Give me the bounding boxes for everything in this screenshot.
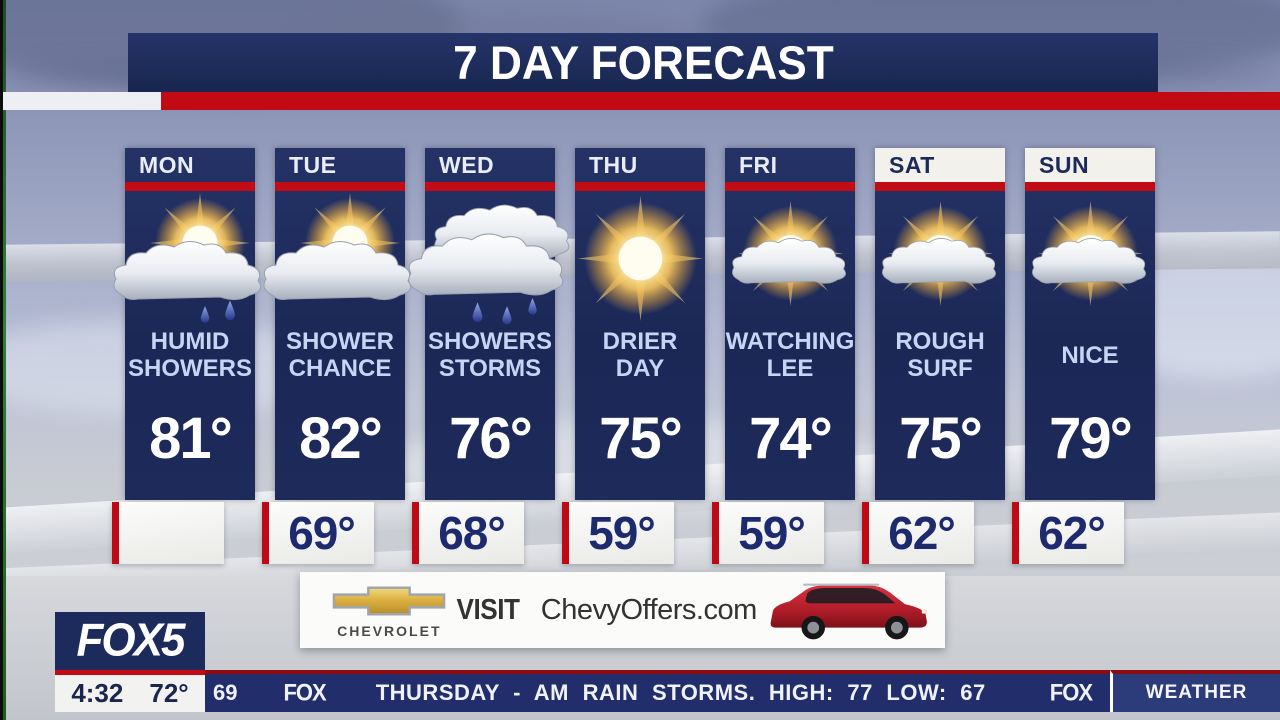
day-header-stripe: [875, 182, 1005, 191]
forecast-column-tue: TUE SHOWER CHANCE 82°: [263, 148, 412, 500]
condition-label: DRIER DAY: [602, 328, 678, 382]
title-underline-white: [3, 92, 161, 110]
high-temp: 82°: [299, 406, 383, 471]
high-temp: 76°: [449, 406, 533, 471]
forecast-column-sat: SAT ROUGH SURF 75°: [875, 148, 1005, 500]
day-header-stripe: [275, 182, 405, 191]
condition-label: ROUGH SURF: [895, 328, 985, 382]
station-logo: FOX5: [55, 612, 205, 670]
day-header: SUN: [1025, 148, 1155, 182]
ticker-section-tab: WEATHER: [1110, 670, 1280, 712]
day-name: WED: [439, 151, 495, 178]
day-name: MON: [139, 151, 195, 178]
sun-cloud-icon: [875, 191, 1005, 313]
low-temp-box: 62°: [862, 502, 974, 564]
time-temp-bug: 4:32 72°: [55, 675, 205, 712]
day-header-stripe: [125, 182, 255, 191]
low-temp-box: [112, 502, 224, 564]
day-header: SAT: [875, 148, 1005, 182]
low-temp-box: 59°: [712, 502, 824, 564]
sponsor-ad-banner: CHEVROLET VISIT ChevyOffers.com: [300, 572, 945, 648]
condition-label: SHOWER CHANCE: [286, 328, 394, 382]
forecast-column-thu: THU DRIER DAY 75°: [575, 148, 705, 500]
low-temp: 59°: [588, 507, 656, 559]
forecast-column-sun: SUN NICE 79°: [1025, 148, 1155, 500]
chevrolet-logo: CHEVROLET: [326, 581, 453, 639]
forecast-column-mon: MON HUMID SHOWERS 81°: [113, 148, 262, 500]
chevrolet-wordmark: CHEVROLET: [337, 623, 442, 639]
condition-label: NICE: [1061, 341, 1119, 369]
sun-cloud-icon: [263, 191, 412, 313]
title-banner: 7 DAY FORECAST: [128, 33, 1158, 92]
day-header-stripe: [575, 182, 705, 191]
fox5-wordmark: FOX5: [76, 614, 186, 667]
cloud-rain-icon: [408, 191, 570, 325]
low-temp: 62°: [888, 507, 956, 559]
day-name: TUE: [289, 151, 337, 178]
news-ticker: 69 FOX THURSDAY - AM RAIN STORMS. HIGH: …: [205, 670, 1280, 712]
day-header: FRI: [725, 148, 855, 182]
low-temp-box: 69°: [262, 502, 374, 564]
high-temp: 75°: [899, 406, 983, 471]
chevrolet-bowtie-icon: [333, 586, 446, 616]
sun-cloud-icon: [1025, 191, 1155, 313]
day-name: THU: [589, 151, 638, 178]
low-temp-box: 62°: [1012, 502, 1124, 564]
station-logo-stripe: [55, 670, 205, 675]
low-temp: 62°: [1038, 507, 1106, 559]
clock-time: 4:32: [71, 678, 124, 708]
day-header: MON: [125, 148, 255, 182]
high-temp: 75°: [599, 406, 683, 471]
ad-visit-text: VISIT: [456, 593, 520, 626]
condition-label: WATCHING LEE: [725, 328, 855, 382]
low-temp-box: 59°: [562, 502, 674, 564]
fox-logo: FOX: [283, 678, 326, 707]
low-temp: 69°: [288, 507, 356, 559]
forecast-column-wed: WED SHOWERS STORMS 76°: [408, 148, 570, 500]
title-underline-red: [161, 92, 1280, 110]
sun-cloud-rain-icon: [113, 191, 262, 323]
day-header-stripe: [1025, 182, 1155, 191]
day-name: SAT: [889, 151, 935, 178]
low-temp: 68°: [438, 507, 506, 559]
ticker-fragment: 69: [213, 680, 238, 705]
condition-label: HUMID SHOWERS: [128, 328, 253, 382]
day-header: TUE: [275, 148, 405, 182]
sun-icon: [575, 191, 705, 321]
forecast-column-fri: FRI WATCHING LEE 74°: [725, 148, 855, 500]
day-name: SUN: [1039, 151, 1090, 178]
ad-message: VISIT ChevyOffers.com: [453, 594, 757, 627]
high-temp: 79°: [1049, 406, 1133, 471]
left-edge-green: [3, 0, 6, 720]
low-temp-box: 68°: [412, 502, 524, 564]
day-header: THU: [575, 148, 705, 182]
low-temp: 59°: [738, 507, 806, 559]
day-name: FRI: [739, 151, 778, 178]
ticker-section-label: WEATHER: [1145, 682, 1248, 703]
left-edge-black: [0, 0, 3, 720]
day-header-stripe: [725, 182, 855, 191]
fox-logo: FOX: [1049, 678, 1093, 707]
day-header-stripe: [425, 182, 555, 191]
sun-cloud-icon: [725, 191, 855, 313]
condition-label: SHOWERS STORMS: [428, 328, 553, 382]
ad-site-text: ChevyOffers.com: [540, 593, 757, 626]
current-temp: 72°: [149, 678, 189, 708]
ticker-headline: THURSDAY - AM RAIN STORMS. HIGH: 77 LOW:…: [375, 680, 986, 705]
high-temp: 81°: [149, 406, 233, 471]
high-temp: 74°: [749, 406, 833, 471]
day-header: WED: [425, 148, 555, 182]
red-suv-image: [757, 577, 937, 643]
page-title: 7 DAY FORECAST: [452, 36, 834, 89]
